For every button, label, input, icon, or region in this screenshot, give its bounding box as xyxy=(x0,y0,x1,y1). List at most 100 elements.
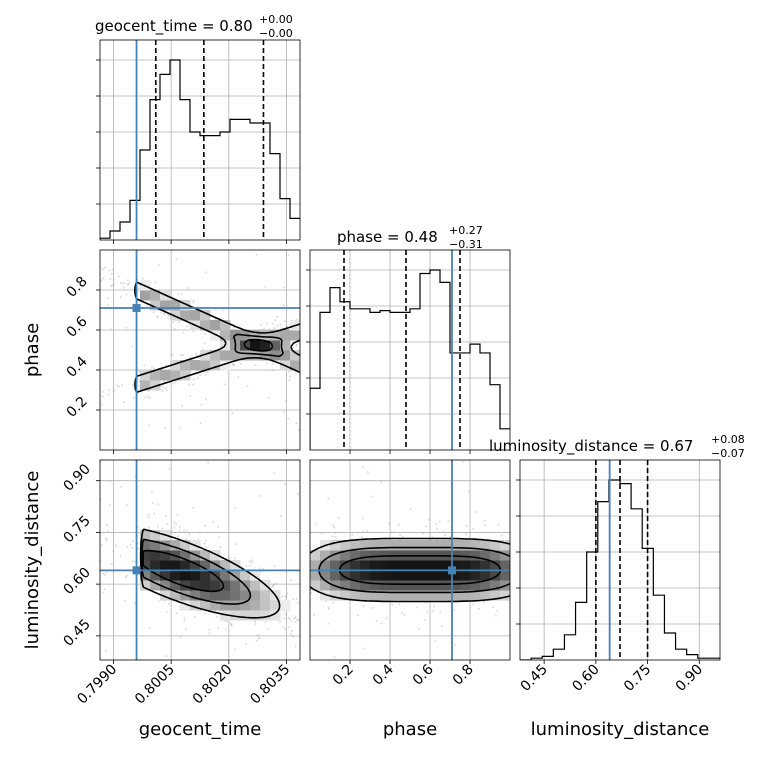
density-bin xyxy=(380,590,391,601)
scatter-point xyxy=(274,582,277,585)
scatter-point xyxy=(171,353,174,356)
scatter-point xyxy=(255,253,258,256)
scatter-point xyxy=(434,639,437,642)
scatter-point xyxy=(246,384,249,387)
scatter-point xyxy=(183,617,186,620)
density-bin xyxy=(250,340,261,351)
density-bin xyxy=(260,340,271,351)
ylabel-luminosity-distance: luminosity_distance xyxy=(22,471,43,650)
scatter-point xyxy=(334,536,337,539)
scatter-point xyxy=(141,277,144,280)
scatter-point xyxy=(185,538,188,541)
scatter-point xyxy=(147,526,150,529)
density-bin xyxy=(190,310,201,321)
scatter-point xyxy=(168,467,171,470)
density-bin xyxy=(310,550,321,561)
scatter-point xyxy=(180,354,183,357)
density-bin xyxy=(330,550,341,561)
scatter-point xyxy=(271,322,274,325)
density-bin xyxy=(480,590,491,601)
density-bin xyxy=(450,590,461,601)
density-bin xyxy=(470,540,481,551)
scatter-point xyxy=(433,605,436,608)
scatter-point xyxy=(295,343,298,346)
scatter-point xyxy=(204,271,207,274)
scatter-point xyxy=(313,613,316,616)
density-bin xyxy=(140,560,151,571)
density-bin xyxy=(170,370,181,381)
density-bin xyxy=(450,570,461,581)
density-bin xyxy=(350,570,361,581)
density-bin xyxy=(490,550,501,561)
density-bin xyxy=(490,570,501,581)
scatter-point xyxy=(154,281,157,284)
scatter-point xyxy=(118,385,121,388)
scatter-point xyxy=(120,485,123,488)
scatter-point xyxy=(138,370,141,373)
scatter-point xyxy=(131,546,134,549)
scatter-point xyxy=(254,623,257,626)
scatter-point xyxy=(361,517,364,520)
scatter-point xyxy=(163,313,166,316)
scatter-point xyxy=(279,515,282,518)
scatter-point xyxy=(102,277,105,280)
truth-point xyxy=(132,566,141,575)
title-luminosity-distance-minus: −0.07 xyxy=(711,447,745,460)
scatter-point xyxy=(403,613,406,616)
scatter-point xyxy=(191,383,194,386)
scatter-point xyxy=(185,325,188,328)
density-bin xyxy=(150,540,161,551)
scatter-point xyxy=(294,616,297,619)
scatter-point xyxy=(272,584,275,587)
density-bin xyxy=(170,540,181,551)
density-bin xyxy=(460,570,471,581)
scatter-point xyxy=(281,595,284,598)
scatter-point xyxy=(137,377,140,380)
density-bin xyxy=(180,370,191,381)
scatter-point xyxy=(290,579,293,582)
scatter-point xyxy=(483,519,486,522)
density-bin xyxy=(350,580,361,591)
scatter-point xyxy=(175,257,178,260)
density-bin xyxy=(310,570,321,581)
scatter-point xyxy=(202,348,205,351)
density-bin xyxy=(200,560,211,571)
scatter-point xyxy=(216,627,219,630)
scatter-point xyxy=(310,592,312,595)
density-bin xyxy=(240,610,251,621)
scatter-point xyxy=(496,609,499,612)
density-bin xyxy=(140,540,151,551)
scatter-point xyxy=(205,398,208,401)
hist-panel-luminosity_distance xyxy=(516,459,721,664)
density-bin xyxy=(390,560,401,571)
scatter-point xyxy=(186,530,189,533)
scatter-point xyxy=(173,328,176,331)
density-bin xyxy=(370,580,381,591)
scatter-point xyxy=(200,403,203,406)
scatter-point xyxy=(265,362,268,365)
density-bin xyxy=(460,590,471,601)
scatter-point xyxy=(108,269,111,272)
density-bin xyxy=(340,560,351,571)
density-bin xyxy=(240,350,251,361)
density-bin xyxy=(290,330,300,341)
density-bin xyxy=(210,360,221,371)
scatter-point xyxy=(292,617,295,620)
scatter-point xyxy=(428,518,431,521)
scatter-point xyxy=(120,384,123,387)
scatter-point xyxy=(109,328,112,331)
scatter-point xyxy=(259,323,262,326)
scatter-point xyxy=(165,389,168,392)
density-bin xyxy=(190,590,201,601)
density-bin xyxy=(310,560,321,571)
scatter-point xyxy=(380,481,383,484)
hist-step-phase xyxy=(310,269,510,450)
scatter-point xyxy=(244,643,247,646)
scatter-point xyxy=(215,616,218,619)
density-bin xyxy=(440,570,451,581)
density-bin xyxy=(190,560,201,571)
density-bin xyxy=(470,570,481,581)
scatter-point xyxy=(143,364,146,367)
scatter-point xyxy=(161,527,164,530)
density-bin xyxy=(260,600,271,611)
